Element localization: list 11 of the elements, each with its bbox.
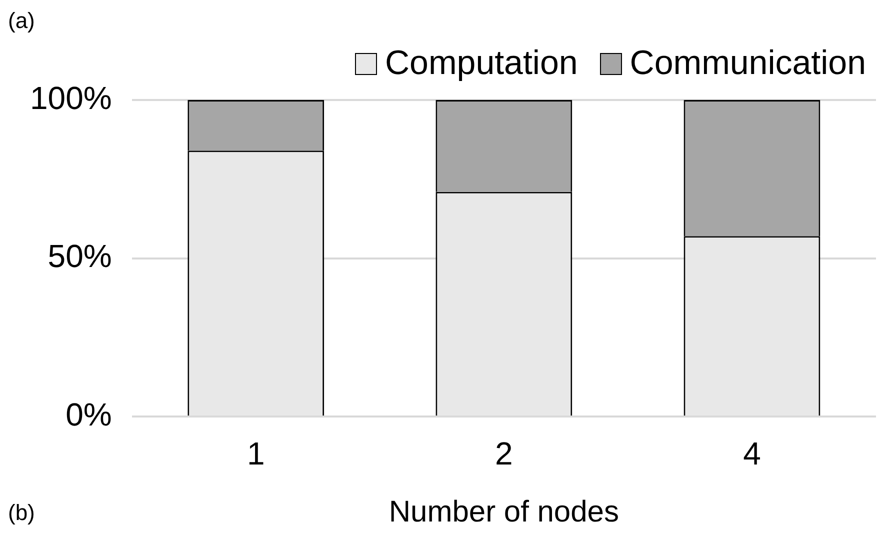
legend-label: Computation: [385, 44, 578, 83]
text: (b): [8, 500, 35, 526]
x-tick-label: 4: [743, 436, 761, 472]
y-tick-label: 100%: [30, 80, 112, 116]
y-tick-label: 0%: [66, 396, 112, 432]
x-tick-label: 2: [495, 436, 513, 472]
legend-label: Communication: [630, 44, 866, 83]
x-axis-title: Number of nodes: [388, 495, 619, 528]
text: (a): [8, 8, 35, 34]
x-tick-label: 1: [246, 436, 265, 472]
y-tick-label: 50%: [48, 238, 112, 274]
